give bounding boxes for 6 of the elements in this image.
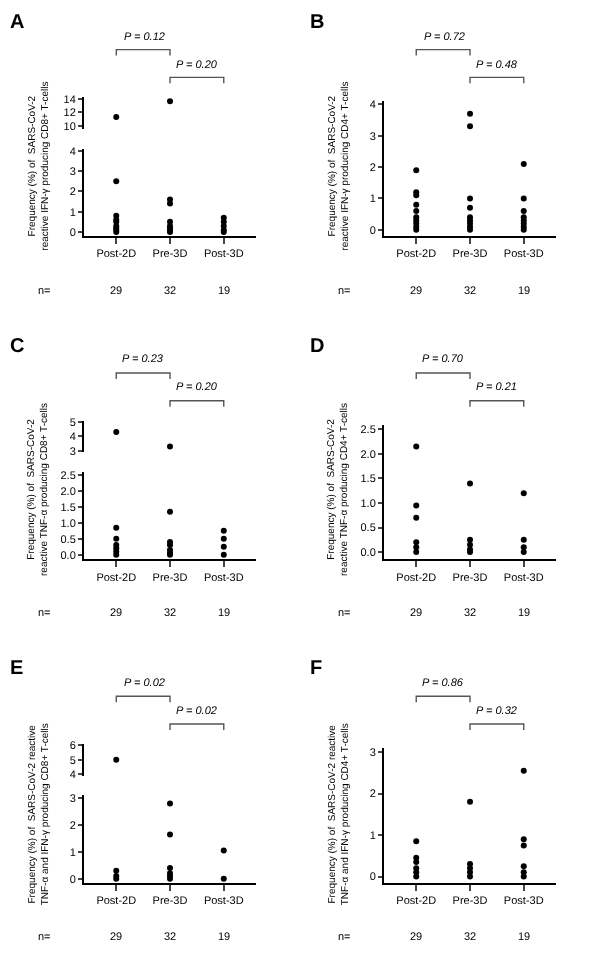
chart-title: C	[10, 336, 25, 358]
chart-title: F	[310, 658, 323, 680]
chart-title: A	[10, 12, 25, 34]
chart-title: E	[10, 658, 24, 680]
chart-title: B	[310, 12, 325, 34]
chart-title: D	[310, 336, 325, 358]
